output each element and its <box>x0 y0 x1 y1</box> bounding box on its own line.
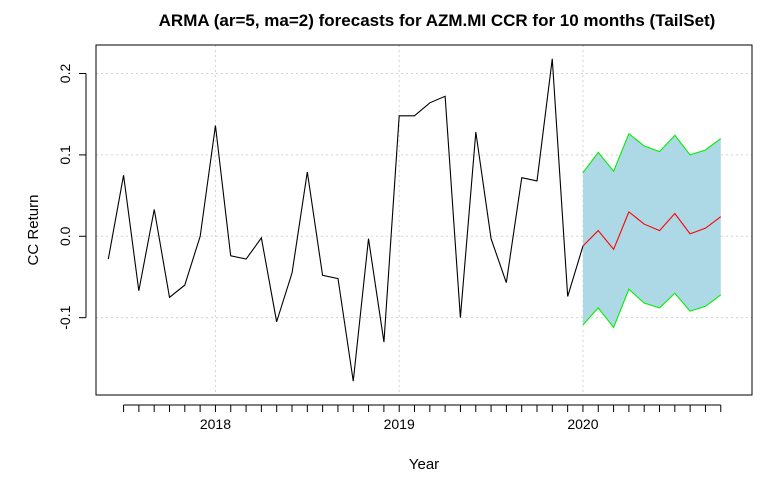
y-tick-label: -0.1 <box>57 305 73 329</box>
series-layer <box>107 58 722 382</box>
y-tick-label: 0.1 <box>57 145 73 165</box>
forecast-series-line <box>582 210 722 251</box>
y-axis-label: CC Return <box>25 195 42 266</box>
x-tick-label: 2020 <box>567 416 598 432</box>
y-tick-label: 0.2 <box>57 64 73 84</box>
x-axis-label: Year <box>409 456 439 473</box>
y-tick-label: 0.0 <box>57 226 73 246</box>
chart-title: ARMA (ar=5, ma=2) forecasts for AZM.MI C… <box>159 11 716 30</box>
x-tick-label: 2018 <box>200 416 231 432</box>
plot-frame <box>95 44 753 396</box>
x-tick-label: 2019 <box>384 416 415 432</box>
forecast-band-layer <box>582 133 721 328</box>
forecast-interval-band <box>582 133 721 328</box>
lower-bound-line <box>582 288 722 329</box>
upper-bound-line <box>582 132 722 174</box>
actual-series-line <box>107 58 584 382</box>
y-axis: -0.1 0.0 0.1 0.2 <box>57 64 87 330</box>
x-axis: 2018 2019 2020 <box>123 404 722 432</box>
